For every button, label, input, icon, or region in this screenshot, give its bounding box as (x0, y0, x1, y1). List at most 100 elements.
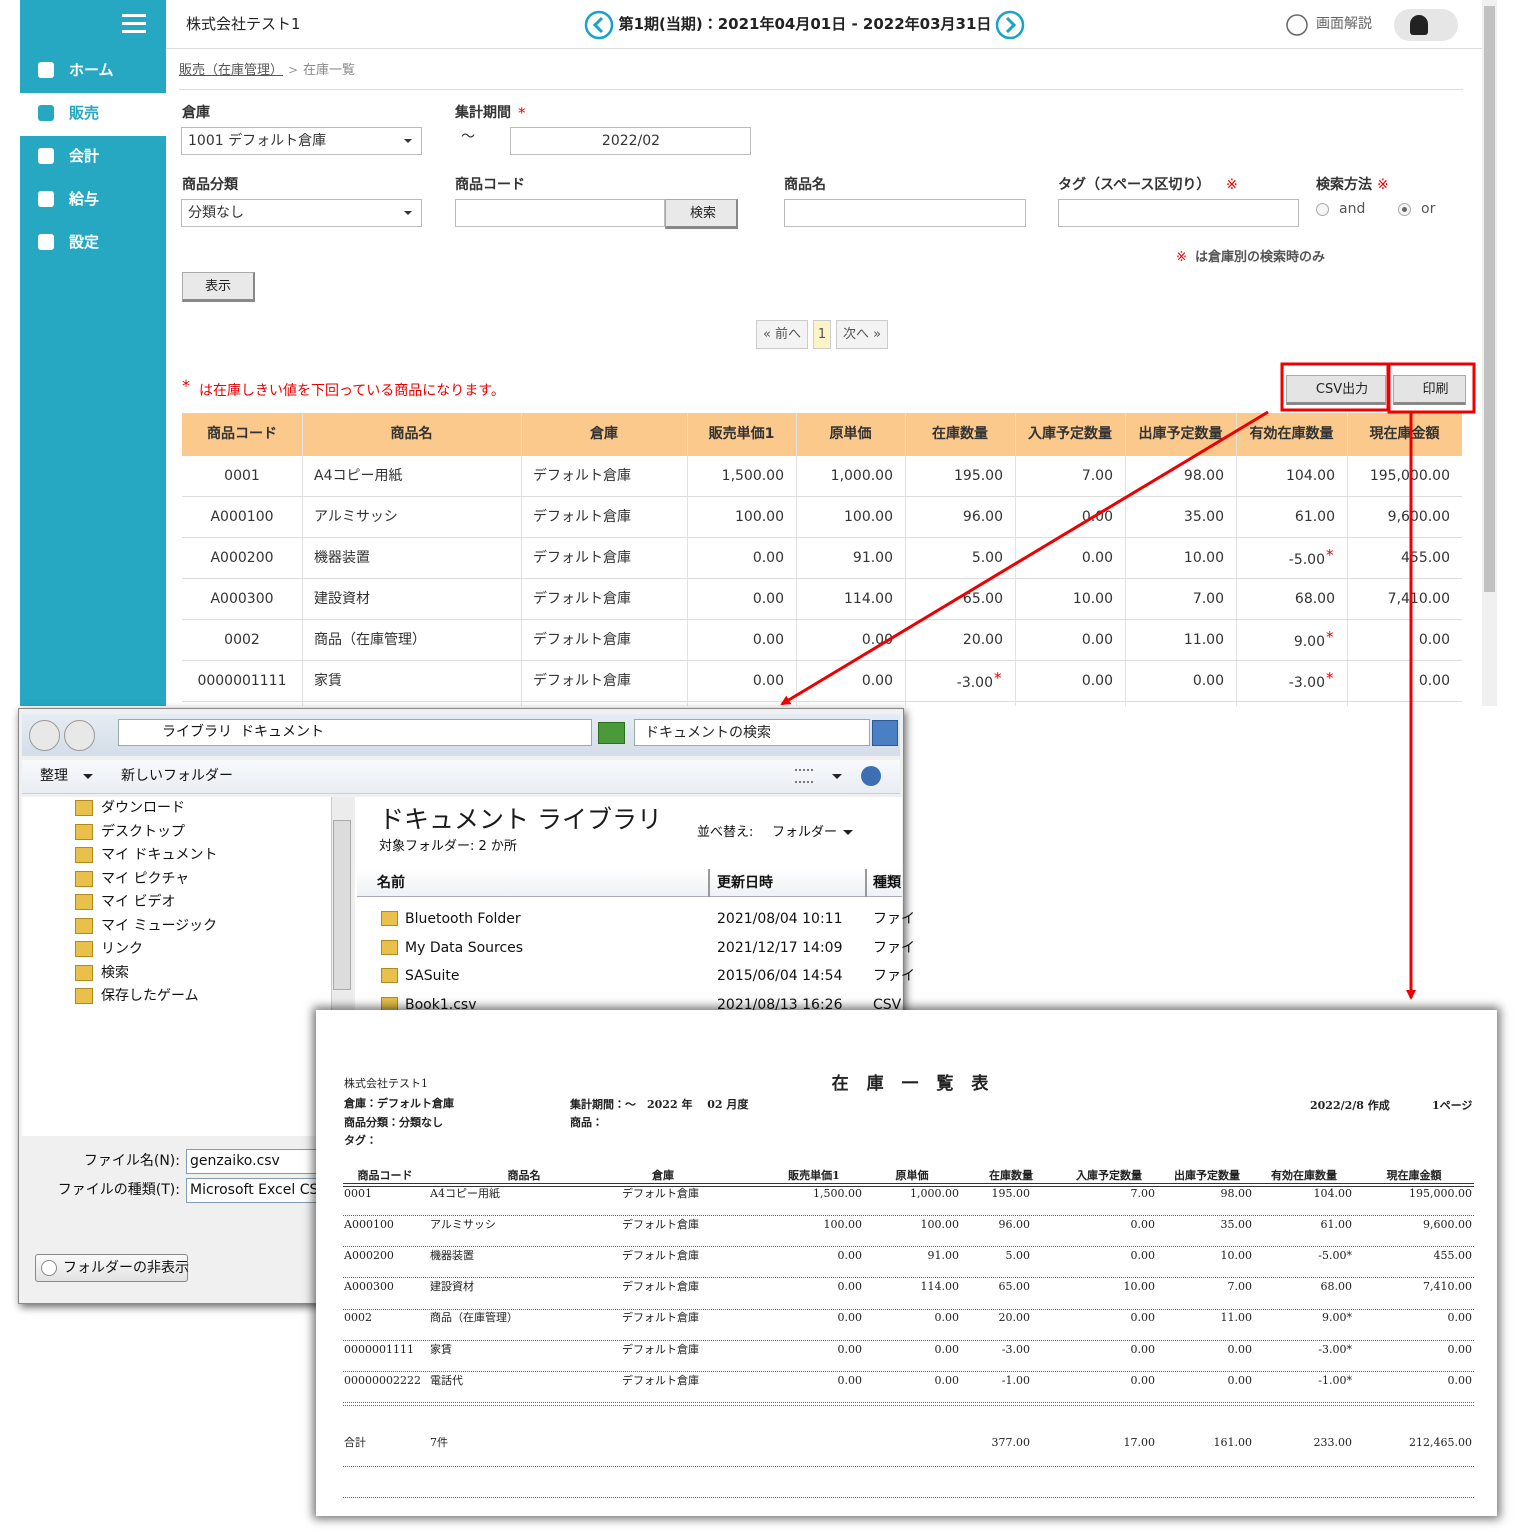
file-name[interactable]: Book1.csv (405, 997, 477, 1014)
sort-label: 並べ替え: (697, 824, 754, 840)
file-date: 2021/08/13 16:26 (717, 997, 843, 1014)
column-divider (1015, 413, 1016, 706)
report-row-rule (343, 1308, 1474, 1310)
cell-number: 10.00 (1072, 591, 1113, 607)
next-icon (1005, 16, 1017, 34)
tree-item[interactable]: マイ ピクチャ (101, 870, 190, 887)
cell-number: 0.00 (1418, 632, 1450, 648)
report-cell-number: 96.00 (998, 1217, 1031, 1231)
help-link[interactable]: 画面解説 (1316, 16, 1372, 32)
report-cell-number: 7.00 (1227, 1280, 1253, 1294)
file-name[interactable]: SASuite (405, 968, 460, 985)
column-divider (905, 413, 906, 706)
report-cell-number: 11.00 (1220, 1311, 1253, 1325)
report-company: 株式会社テスト1 (344, 1076, 428, 1090)
sort-value[interactable]: フォルダー (772, 824, 838, 840)
menu-item[interactable]: ホーム (69, 60, 114, 79)
filename-input[interactable] (186, 1149, 326, 1174)
column-divider (1125, 413, 1126, 706)
tree-item[interactable]: デスクトップ (101, 823, 185, 840)
organize-menu[interactable]: 整理 (40, 768, 68, 784)
search-box[interactable] (634, 719, 870, 746)
organize-caret (83, 774, 93, 784)
report-cell-number: 100.00 (823, 1217, 863, 1231)
cell-number: 0.00 (752, 632, 784, 648)
field-label: 倉庫 (182, 105, 210, 121)
tree-item[interactable]: リンク (101, 941, 143, 957)
row-line (182, 660, 1462, 661)
report-cell-number: 0.00 (934, 1342, 960, 1356)
report-cell-text: 機器装置 (430, 1248, 474, 1262)
new-folder-button[interactable]: 新しいフォルダー (121, 768, 233, 784)
report-cell-text: 0000001111 (344, 1342, 414, 1356)
library-subtitle: 対象フォルダー: 2 か所 (379, 838, 517, 854)
report-cell-number: -1.00* (1318, 1373, 1352, 1387)
breadcrumb-link[interactable]: 販売（在庫管理） (179, 62, 284, 78)
file-type: ファイ (873, 939, 915, 956)
header-divider (708, 869, 710, 897)
cell-code: A000100 (210, 509, 274, 525)
cell-code: 0002 (224, 632, 260, 648)
report-cell-number: 0.00 (1130, 1311, 1156, 1325)
radio[interactable] (1316, 203, 1329, 216)
page-button[interactable] (756, 320, 808, 349)
cell-number: 0.00 (1081, 632, 1113, 648)
file-type: CSV (873, 997, 902, 1014)
hide-folders-button[interactable] (35, 1254, 188, 1282)
warehouse-select[interactable] (181, 127, 422, 155)
period-input[interactable] (510, 127, 751, 155)
hide-folders-icon (41, 1260, 57, 1276)
cell-number: 20.00 (962, 632, 1003, 648)
report-cell-text: 家賃 (430, 1342, 452, 1356)
report-row-rule (343, 1277, 1474, 1279)
menu-item[interactable]: 設定 (69, 232, 100, 251)
menu-item[interactable]: 会計 (69, 146, 100, 165)
cell-number: 0.00 (1418, 673, 1450, 689)
tree-item[interactable]: マイ ミュージック (101, 917, 218, 934)
report-cell-number: 10.00 (1123, 1280, 1156, 1294)
report-cell-text: アルミサッシ (430, 1217, 496, 1231)
cell-number: 195.00 (954, 468, 1003, 484)
code-input[interactable] (455, 199, 665, 227)
fiscal-period: 第1期(当期)：2021年04月01日 - 2022年03月31日 (618, 14, 992, 33)
search-button-label: 検索 (689, 205, 716, 221)
report-cell-number: 68.00 (1320, 1280, 1353, 1294)
tree-item[interactable]: マイ ドキュメント (101, 847, 218, 863)
menu-item[interactable]: 販売 (69, 103, 100, 122)
show-button-label: 表示 (204, 278, 231, 294)
page-button-label: « 前へ (762, 326, 802, 342)
page-button[interactable] (813, 320, 831, 349)
cell-number: 10.00 (1183, 550, 1224, 566)
report-cell-text: 建設資材 (430, 1280, 474, 1294)
report-warehouse: 倉庫：デフォルト倉庫 (344, 1096, 454, 1110)
tag-input[interactable] (1058, 199, 1299, 227)
category-select[interactable] (181, 199, 422, 227)
report-cell-number: 104.00 (1313, 1186, 1353, 1200)
tree-item[interactable]: 検索 (101, 964, 129, 981)
report-cell-number: 7,410.00 (1423, 1280, 1472, 1294)
search-note: は倉庫別の検索時のみ (1195, 249, 1326, 265)
tree-item[interactable]: 保存したゲーム (101, 988, 199, 1004)
help-icon (861, 766, 881, 786)
name-input[interactable] (784, 199, 1026, 227)
search-button[interactable] (665, 199, 738, 229)
filename-value: genzaiko.csv (190, 1153, 280, 1169)
cell-number: 11.00 (1183, 632, 1224, 648)
row-line (182, 496, 1462, 497)
menu-item[interactable]: 給与 (69, 189, 100, 208)
folder-icon (75, 894, 93, 910)
threshold-mark: * (1326, 627, 1334, 646)
threshold-mark: * (1326, 545, 1334, 564)
page-button-label: 1 (817, 326, 827, 342)
menu-icon (38, 105, 54, 121)
column-divider (796, 413, 797, 706)
report-cell-number: 9.00* (1322, 1311, 1352, 1325)
file-name[interactable]: Bluetooth Folder (405, 911, 521, 927)
page-button[interactable] (836, 320, 888, 349)
tree-item[interactable]: ダウンロード (101, 800, 185, 816)
filetype-select[interactable] (186, 1178, 326, 1203)
show-button[interactable] (182, 272, 255, 302)
report-cell-number: 0.00 (1227, 1342, 1253, 1356)
tree-item[interactable]: マイ ビデオ (101, 894, 176, 910)
file-name[interactable]: My Data Sources (405, 939, 524, 956)
